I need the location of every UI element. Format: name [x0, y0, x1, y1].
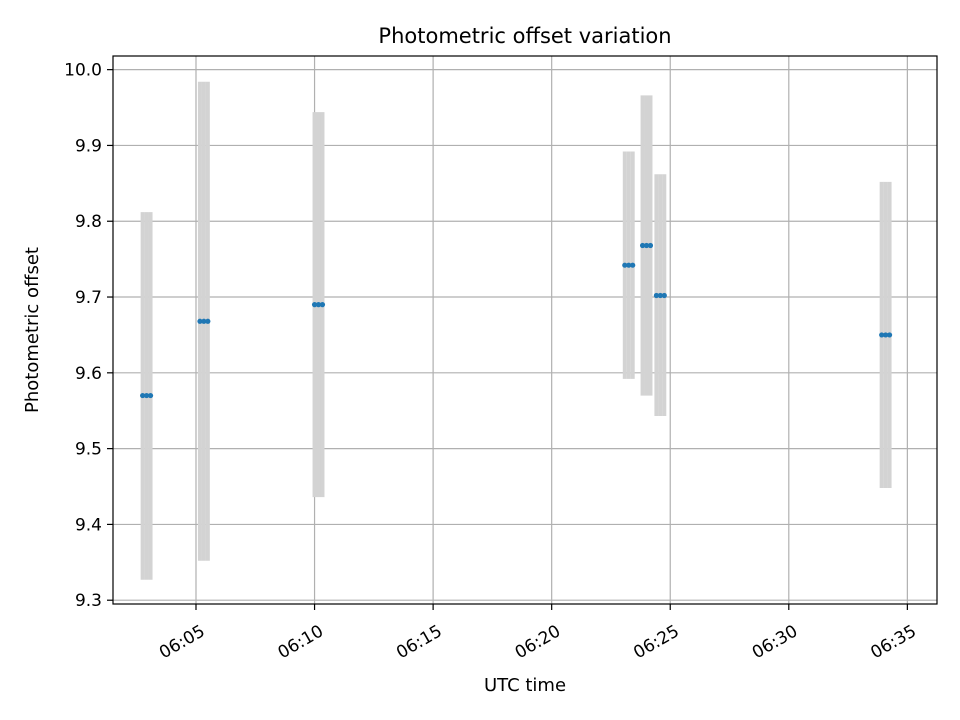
- data-point: [205, 318, 211, 324]
- data-point: [879, 332, 885, 338]
- data-point: [626, 262, 632, 268]
- data-point: [147, 392, 154, 399]
- y-axis-label: Photometric offset: [22, 247, 43, 413]
- y-axis-ticks: 9.3 9.4 9.5 9.6 9.7 9.8 9.9 10.0: [64, 61, 113, 611]
- data-point: [311, 302, 318, 308]
- y-tick-label: 9.9: [75, 136, 102, 156]
- data-point: [883, 332, 889, 338]
- grid: [113, 56, 937, 604]
- plot-frame: [112, 55, 938, 605]
- y-tick-label: 9.6: [75, 364, 102, 384]
- y-tick-label: 9.3: [75, 591, 102, 611]
- data-point: [630, 262, 636, 268]
- data-point: [143, 392, 150, 399]
- data-point: [315, 302, 322, 308]
- errorbars: [140, 81, 892, 580]
- y-tick-label: 10.0: [64, 61, 102, 81]
- data-point: [653, 292, 660, 299]
- chart-title: Photometric offset variation: [378, 24, 671, 48]
- x-tick-label: 06:10: [275, 621, 327, 663]
- x-tick-label: 06:15: [393, 621, 445, 663]
- y-tick-label: 9.5: [75, 440, 102, 460]
- x-tick-label: 06:30: [749, 621, 801, 663]
- data-point: [201, 318, 207, 324]
- y-tick-label: 9.4: [75, 515, 102, 535]
- data-point: [197, 318, 203, 324]
- x-axis-label: UTC time: [484, 675, 566, 696]
- data-point: [622, 262, 628, 268]
- data-point: [657, 292, 663, 299]
- data-point: [643, 242, 650, 249]
- x-tick-label: 06:35: [867, 621, 919, 663]
- x-tick-label: 06:05: [156, 621, 208, 663]
- data-point: [886, 332, 893, 338]
- data-point: [140, 392, 146, 399]
- data-point: [319, 302, 326, 308]
- y-tick-label: 9.7: [75, 288, 102, 308]
- data-point: [639, 242, 646, 249]
- data-point: [647, 242, 654, 249]
- x-axis-ticks: 06:05 06:10 06:15 06:20 06:25 06:30 06:35: [156, 604, 920, 663]
- y-tick-label: 9.8: [75, 212, 102, 232]
- x-tick-label: 06:20: [512, 621, 564, 663]
- data-point: [661, 292, 667, 299]
- x-tick-label: 06:25: [630, 621, 682, 663]
- data-points: [140, 242, 893, 399]
